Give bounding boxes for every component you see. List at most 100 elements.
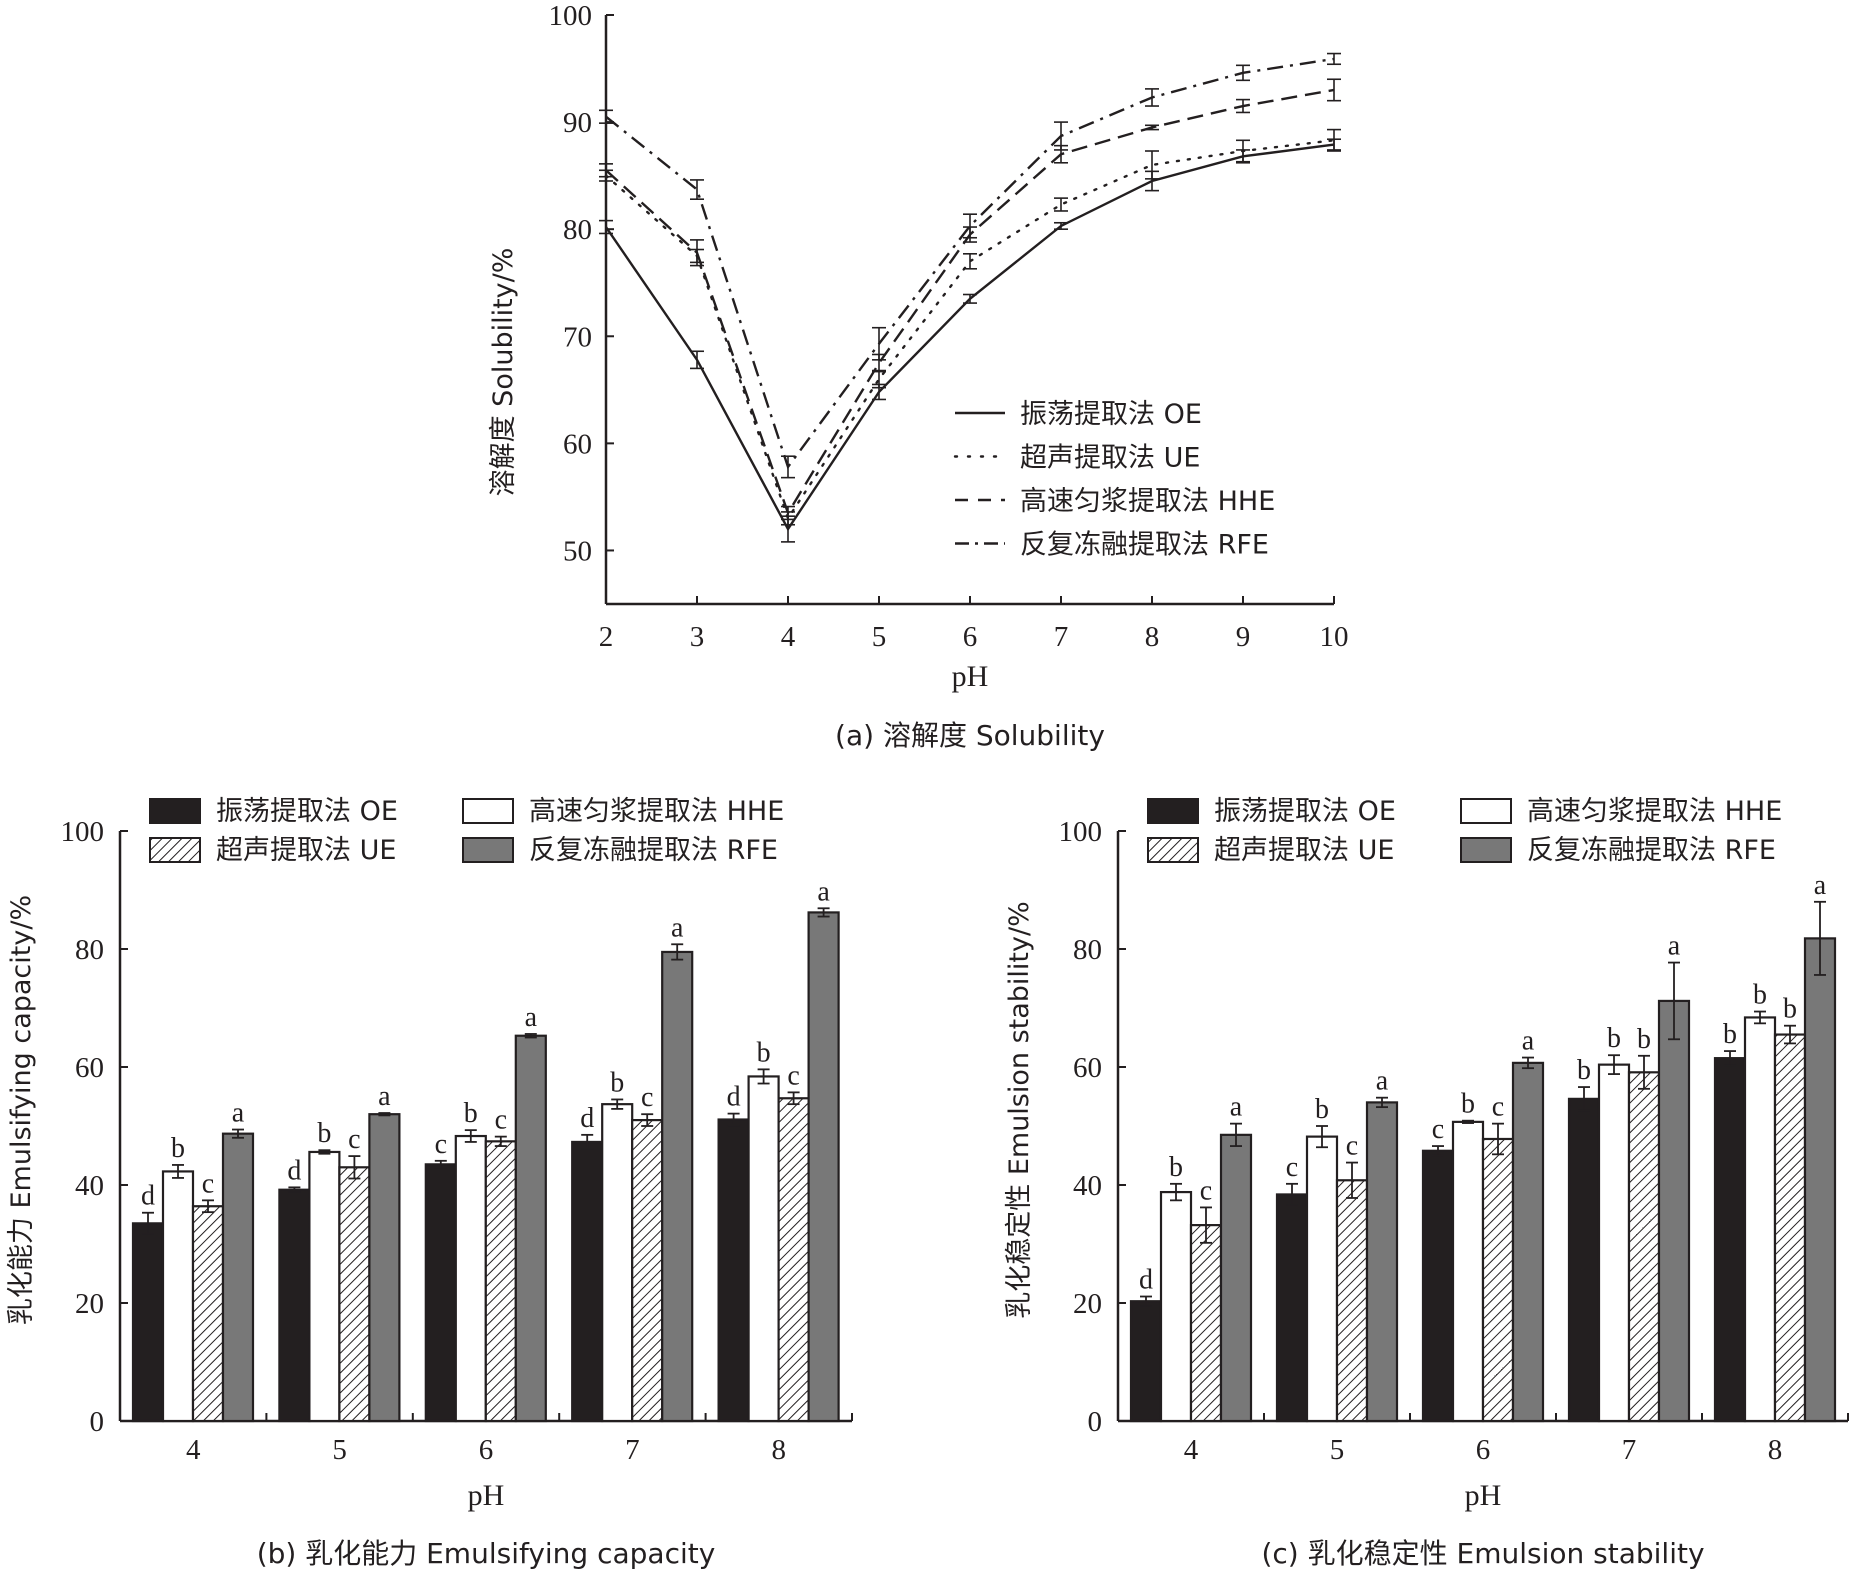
x-tick-label: 2: [599, 621, 614, 653]
legend-swatch-oe: [1147, 798, 1199, 824]
x-tick-label: 5: [872, 621, 887, 653]
significance-label: b: [464, 1098, 478, 1129]
emulsion-stability-y-axis-label: 乳化稳定性 Emulsion stability/%: [1004, 901, 1035, 1319]
bar-oe: [571, 1140, 604, 1423]
significance-label: d: [1139, 1265, 1153, 1296]
series-line-oe: [605, 143, 1335, 532]
emulsion-stability-axes: 0 20 40 60 80 100 4 5 6 7 8: [1059, 816, 1849, 1466]
significance-label: b: [1607, 1023, 1621, 1054]
solubility-caption: (a) 溶解度 Solubility: [835, 719, 1105, 752]
legend-label: 反复冻融提取法 RFE: [1020, 530, 1269, 561]
bar-oe: [717, 1118, 750, 1423]
series-line-ue: [604, 139, 1336, 522]
y-tick-label: 90: [563, 107, 592, 139]
significance-label: c: [435, 1129, 447, 1160]
y-tick-label: 60: [1073, 1052, 1102, 1084]
y-tick-label: 50: [563, 535, 592, 567]
bar-oe: [1713, 1057, 1747, 1423]
bar-hhe: [161, 1170, 195, 1423]
bar-ue: [484, 1140, 517, 1423]
x-tick-label: 6: [963, 621, 978, 653]
y-tick-label: 20: [75, 1288, 104, 1320]
significance-label: c: [787, 1060, 799, 1091]
legend-label: 振荡提取法 OE: [1020, 399, 1202, 430]
significance-label: a: [1814, 870, 1827, 901]
bar-rfe: [1365, 1101, 1399, 1423]
legend-swatch-rfe: [462, 837, 514, 863]
bar-rfe: [1511, 1061, 1545, 1423]
emulsion-stability-x-axis-label: pH: [1465, 1479, 1502, 1512]
bar-oe: [278, 1188, 311, 1423]
y-tick-label: 80: [75, 934, 104, 966]
bar-oe: [131, 1222, 165, 1423]
significance-label: a: [1230, 1092, 1243, 1123]
significance-label: d: [727, 1082, 741, 1113]
emulsifying-capacity-caption: (b) 乳化能力 Emulsifying capacity: [257, 1537, 716, 1570]
emulsion-stability-caption: (c) 乳化稳定性 Emulsion stability: [1261, 1537, 1704, 1570]
solubility-x-axis-label: pH: [952, 660, 989, 693]
x-tick-label: 8: [772, 1434, 787, 1466]
legend-label: 超声提取法 UE: [1214, 835, 1394, 866]
significance-label: b: [1753, 980, 1767, 1011]
significance-label: d: [287, 1155, 301, 1186]
x-tick-label: 7: [625, 1434, 640, 1466]
bar-oe: [424, 1163, 457, 1423]
legend-label: 高速匀浆提取法 HHE: [1527, 796, 1782, 827]
x-tick-label: 4: [186, 1434, 201, 1466]
emulsifying-capacity-y-axis-label: 乳化能力 Emulsifying capacity/%: [6, 895, 37, 1325]
legend-label: 超声提取法 UE: [1020, 443, 1200, 474]
emulsifying-capacity-legend: 振荡提取法 OE 高速匀浆提取法 HHE 超声提取法 UE 反复冻融提取法 RFE: [149, 796, 784, 866]
x-tick-label: 10: [1320, 621, 1349, 653]
y-tick-label: 70: [563, 321, 592, 353]
significance-label: b: [1637, 1024, 1651, 1055]
significance-label: b: [1169, 1152, 1183, 1183]
bar-hhe: [454, 1134, 487, 1423]
significance-label: c: [641, 1082, 653, 1113]
significance-label: a: [1522, 1026, 1535, 1057]
solubility-series: [599, 52, 1341, 543]
legend-label: 高速匀浆提取法 HHE: [1020, 486, 1275, 517]
bar-oe: [1421, 1149, 1455, 1423]
bar-rfe: [1803, 937, 1837, 1423]
significance-label: c: [1492, 1092, 1504, 1123]
significance-label: c: [1346, 1131, 1358, 1162]
bar-hhe: [308, 1150, 341, 1423]
y-tick-label: 40: [1073, 1170, 1102, 1202]
legend-label: 反复冻融提取法 RFE: [529, 835, 778, 866]
significance-label: b: [610, 1067, 624, 1098]
significance-label: a: [525, 1002, 538, 1033]
significance-label: a: [1668, 931, 1681, 962]
significance-label: c: [348, 1124, 360, 1155]
legend-label: 高速匀浆提取法 HHE: [529, 796, 784, 827]
x-tick-label: 8: [1768, 1434, 1783, 1466]
bar-rfe: [807, 911, 840, 1423]
y-tick-label: 100: [1059, 816, 1103, 848]
y-tick-label: 0: [90, 1406, 105, 1438]
bar-rfe: [1219, 1133, 1253, 1423]
x-tick-label: 8: [1145, 621, 1160, 653]
solubility-chart: 50 60 70 80 90 100 2 3 4 5 6 7 8 9 10 溶解度 Solubility/%…: [488, 0, 1349, 752]
bar-ue: [1627, 1071, 1661, 1423]
x-tick-label: 4: [781, 621, 796, 653]
legend-label: 振荡提取法 OE: [1214, 796, 1396, 827]
y-tick-label: 60: [75, 1052, 104, 1084]
x-tick-label: 9: [1236, 621, 1251, 653]
significance-label: b: [757, 1037, 771, 1068]
legend-label: 反复冻融提取法 RFE: [1527, 835, 1776, 866]
significance-label: a: [232, 1098, 245, 1129]
legend-swatch-ue: [1147, 837, 1199, 863]
x-tick-label: 7: [1054, 621, 1069, 653]
bar-hhe: [1451, 1120, 1485, 1423]
bar-rfe: [1657, 999, 1691, 1423]
bar-ue: [777, 1097, 810, 1423]
x-tick-label: 3: [690, 621, 705, 653]
significance-label: b: [1723, 1019, 1737, 1050]
bar-ue: [1773, 1033, 1807, 1423]
x-tick-label: 7: [1622, 1434, 1637, 1466]
legend-swatch-hhe: [462, 798, 514, 824]
significance-label: b: [1577, 1055, 1591, 1086]
y-tick-label: 80: [563, 214, 592, 246]
